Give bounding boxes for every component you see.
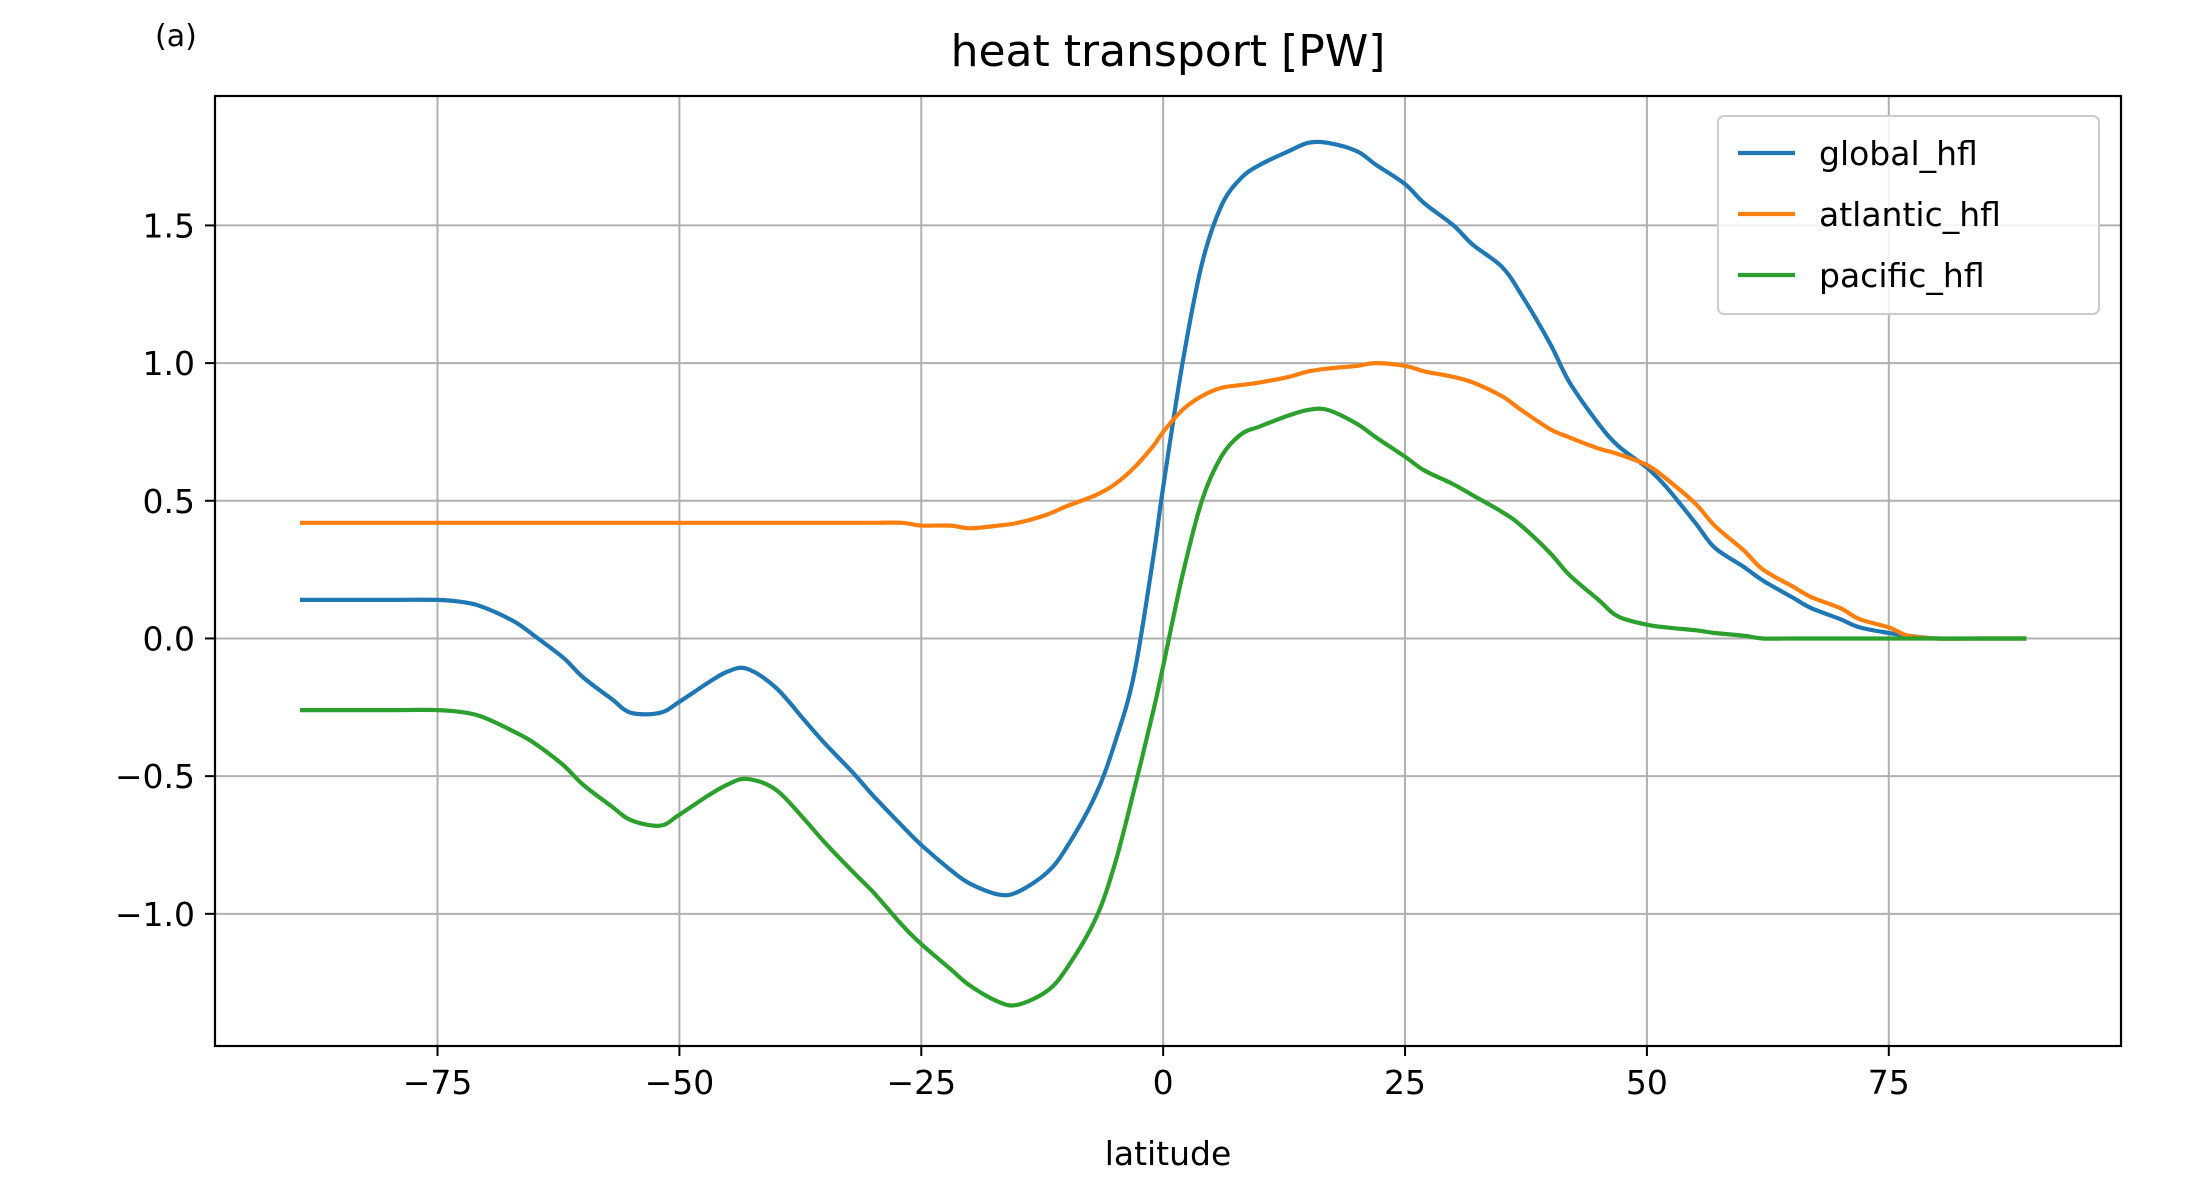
y-tick-label: 0.5 xyxy=(143,482,195,521)
legend-label-global-hfl: global_hfl xyxy=(1819,134,1978,173)
x-axis: −75 −50 −25 0 25 50 75 xyxy=(403,1046,1910,1102)
legend-label-pacific-hfl: pacific_hfl xyxy=(1819,256,1985,295)
x-tick-label: 50 xyxy=(1626,1063,1668,1102)
y-tick-label: 1.0 xyxy=(143,344,195,383)
legend-label-atlantic-hfl: atlantic_hfl xyxy=(1819,195,2001,234)
legend: global_hfl atlantic_hfl pacific_hfl xyxy=(1717,115,2100,315)
x-tick-label: −25 xyxy=(886,1063,956,1102)
x-tick-label: −50 xyxy=(645,1063,715,1102)
series-line-global-hfl xyxy=(299,139,2027,898)
legend-box xyxy=(1717,115,2100,315)
panel-label: (a) xyxy=(155,19,197,54)
x-tick-label: 75 xyxy=(1868,1063,1910,1102)
series-line-atlantic-hfl xyxy=(300,361,2027,641)
y-tick-label: −1.0 xyxy=(115,895,195,934)
x-tick-label: −75 xyxy=(403,1063,473,1102)
y-axis: −1.0 −0.5 0.0 0.5 1.0 1.5 xyxy=(115,206,215,934)
y-tick-label: 0.0 xyxy=(143,619,195,658)
series-line-pacific-hfl xyxy=(300,406,2027,1008)
chart-title: heat transport [PW] xyxy=(951,26,1386,77)
y-tick-label: 1.5 xyxy=(143,206,195,245)
series-lines xyxy=(299,139,2027,1008)
x-tick-label: 0 xyxy=(1153,1063,1174,1102)
x-tick-label: 25 xyxy=(1384,1063,1426,1102)
y-tick-label: −0.5 xyxy=(115,757,195,796)
plot-frame xyxy=(213,94,2123,1048)
x-axis-label: latitude xyxy=(1105,1134,1232,1173)
